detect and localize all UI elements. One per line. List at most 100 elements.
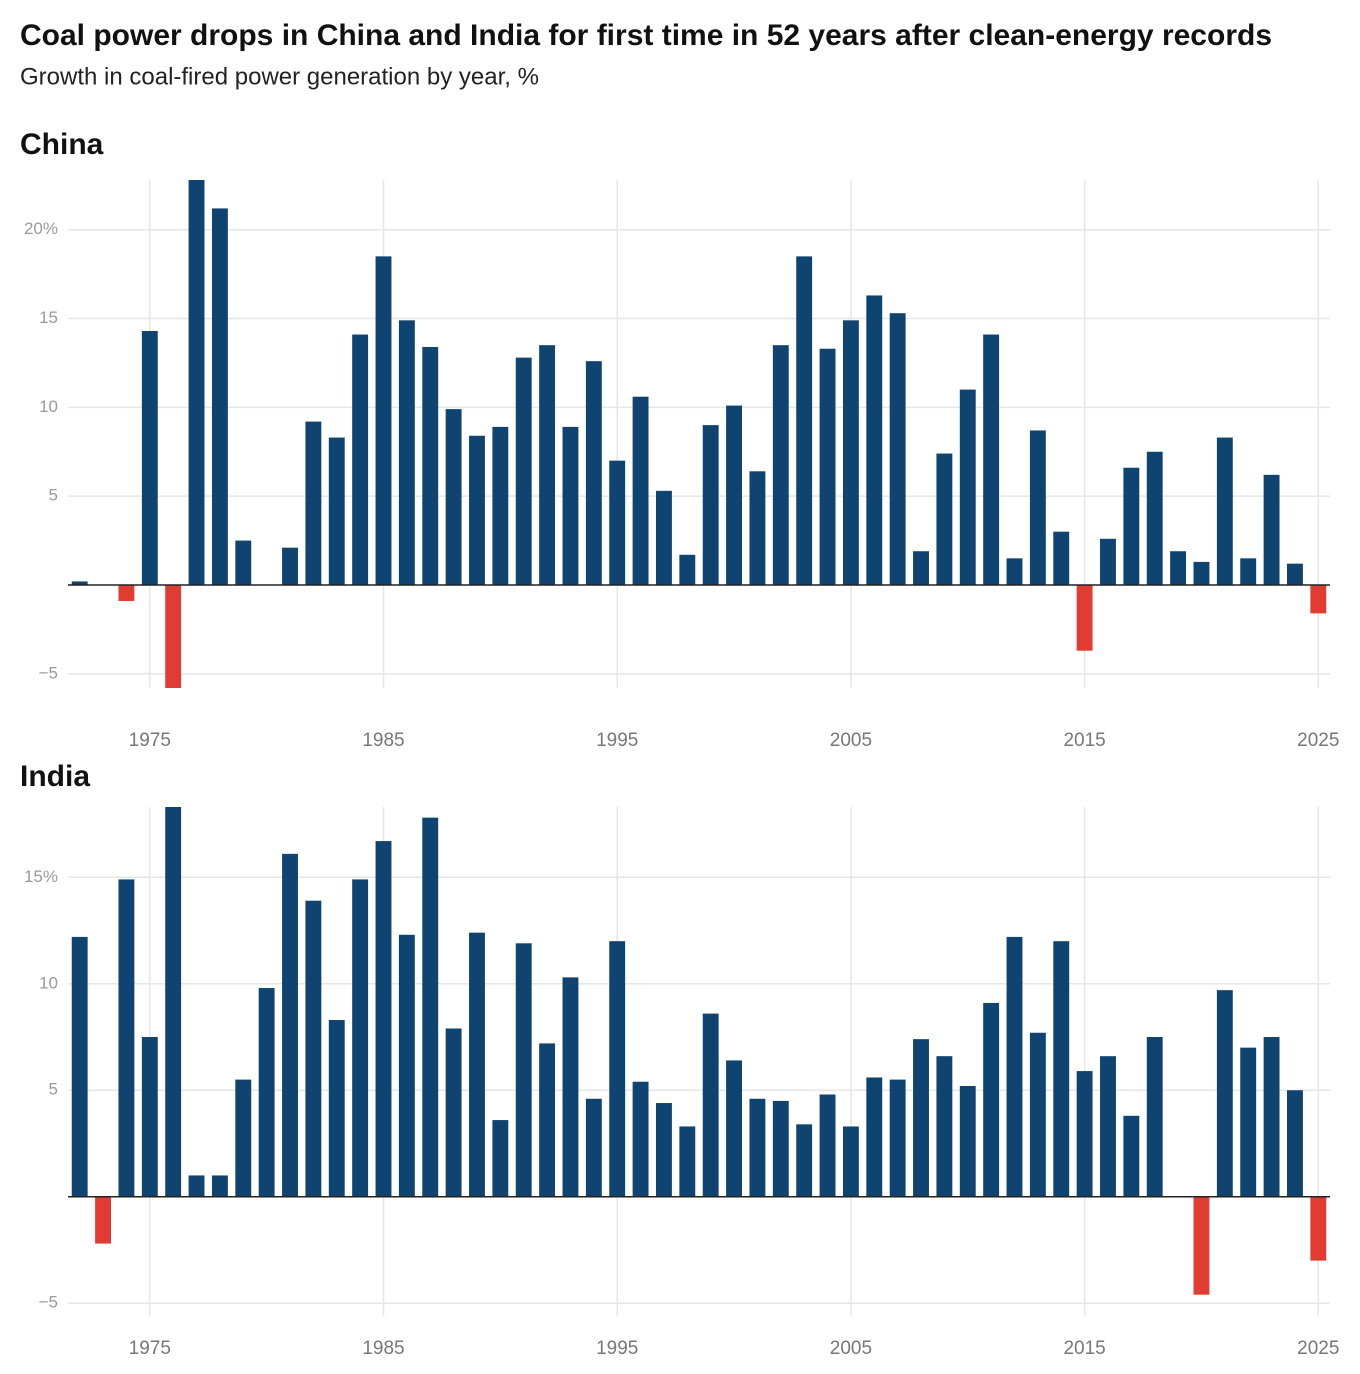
bar (328, 437, 345, 585)
bar (1029, 430, 1046, 585)
bar (913, 1039, 929, 1197)
bar (1310, 1196, 1327, 1261)
bar (118, 584, 135, 601)
bar (1123, 467, 1140, 585)
x-tick-label: 1975 (129, 1338, 171, 1359)
bar (609, 941, 626, 1197)
bar (1310, 584, 1327, 614)
bar (866, 295, 883, 585)
bar (141, 1037, 158, 1197)
bar (352, 879, 369, 1197)
bar (842, 1126, 859, 1197)
bar (632, 1081, 649, 1197)
y-tick-label: 5 (49, 1080, 58, 1099)
bar (375, 256, 392, 585)
bar (749, 1098, 766, 1197)
x-tick-label: 1975 (129, 730, 171, 751)
panel-title: China (20, 128, 104, 161)
x-tick-label: 1995 (596, 1338, 638, 1359)
x-tick-label: 1995 (596, 730, 638, 751)
bar (422, 817, 439, 1197)
bar (328, 1019, 345, 1197)
y-tick-label: 5 (49, 486, 58, 505)
bar (71, 936, 88, 1197)
bar (796, 1124, 813, 1197)
x-tick-label: 1985 (362, 730, 404, 751)
bar (1193, 1196, 1210, 1295)
bar (632, 396, 649, 585)
bar (188, 1175, 205, 1197)
x-tick-label: 2005 (830, 730, 872, 751)
bar (1100, 538, 1116, 585)
bar (1193, 561, 1210, 585)
bar (1240, 1047, 1257, 1197)
bar (1263, 1037, 1280, 1197)
bar (282, 853, 298, 1197)
bar (118, 879, 135, 1197)
bar (165, 584, 182, 688)
bar (165, 807, 182, 1197)
x-tick-label: 2025 (1297, 1338, 1339, 1359)
bar (983, 334, 1000, 585)
bar (235, 1079, 252, 1197)
bar (1053, 531, 1070, 585)
bar (1076, 1071, 1093, 1197)
bar (679, 554, 696, 585)
y-tick-label: 10 (39, 397, 58, 416)
bar (1146, 451, 1163, 585)
bar (211, 208, 228, 585)
bar (1123, 1115, 1140, 1197)
y-tick-label: 10 (39, 973, 58, 992)
bar (492, 426, 509, 585)
y-tick-label: −5 (39, 663, 58, 682)
bar (609, 460, 626, 585)
bar (375, 841, 392, 1197)
bar (305, 421, 322, 585)
bar (1053, 941, 1070, 1197)
bar (585, 1098, 602, 1197)
bar (71, 581, 88, 585)
bar (515, 357, 532, 585)
bar (258, 988, 275, 1197)
bar (796, 256, 813, 585)
bar (398, 934, 415, 1197)
chart-title: Coal power drops in China and India for … (20, 19, 1272, 52)
bar (819, 1094, 836, 1197)
bar (515, 943, 532, 1197)
bar (188, 180, 205, 585)
x-tick-label: 2005 (830, 1338, 872, 1359)
bar (655, 1103, 672, 1197)
bar (889, 1079, 906, 1197)
bar (1240, 558, 1257, 585)
bar (469, 435, 485, 585)
y-tick-label: 15 (39, 308, 58, 327)
bar (1263, 474, 1280, 585)
bar (819, 348, 836, 585)
bar (842, 320, 859, 585)
bar (585, 361, 602, 585)
bar (562, 977, 579, 1197)
bar (772, 1100, 789, 1197)
bar (1100, 1056, 1116, 1197)
bar (1076, 584, 1093, 651)
x-tick-label: 2025 (1297, 730, 1339, 751)
bar (1146, 1037, 1163, 1197)
bar (95, 1196, 112, 1244)
bar (936, 453, 953, 585)
bar (1006, 558, 1023, 585)
bar (726, 1060, 743, 1197)
bar (889, 313, 906, 585)
bar (445, 1028, 462, 1197)
x-tick-label: 1985 (362, 1338, 404, 1359)
bar (352, 334, 369, 585)
bar (959, 389, 976, 585)
bar (959, 1085, 976, 1197)
bar (562, 426, 579, 585)
bar (1029, 1032, 1046, 1197)
bar (726, 405, 743, 585)
x-tick-label: 2015 (1063, 1338, 1105, 1359)
bar (235, 540, 252, 585)
bar (539, 1043, 556, 1197)
bar (983, 1002, 1000, 1197)
bar (469, 932, 485, 1197)
